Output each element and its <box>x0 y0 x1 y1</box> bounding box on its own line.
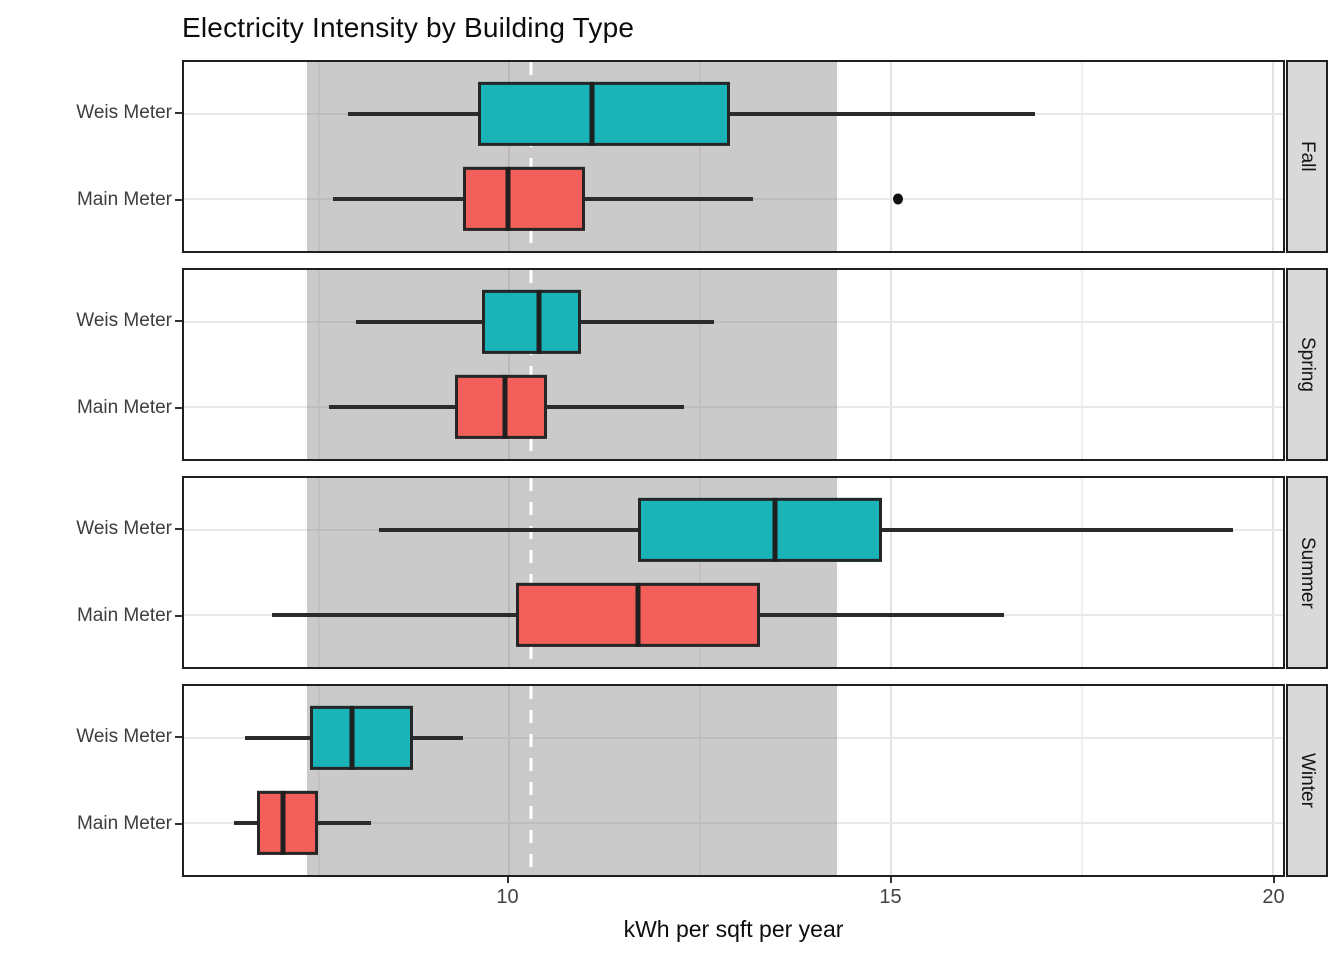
boxplot-box <box>481 289 581 355</box>
y-category-label: Main Meter <box>76 812 172 834</box>
row-gridline <box>184 736 1283 739</box>
reference-dashed-line <box>529 478 533 667</box>
major-gridline <box>508 686 511 875</box>
minor-gridline <box>699 686 702 875</box>
minor-gridline <box>317 478 320 667</box>
facet-panel-fall <box>182 60 1285 253</box>
major-gridline <box>889 270 892 459</box>
facet-strip-fall: Fall <box>1286 60 1328 253</box>
minor-gridline <box>699 62 702 251</box>
boxplot-median <box>635 582 641 648</box>
y-tick-mark <box>175 822 182 825</box>
reference-dashed-line <box>529 62 533 251</box>
minor-gridline <box>1080 478 1083 667</box>
boxplot-median <box>502 374 508 440</box>
x-axis: 10 15 20 <box>182 877 1285 927</box>
major-gridline <box>1271 478 1274 667</box>
boxplot-median <box>349 705 355 771</box>
y-category-label: Weis Meter <box>76 310 172 332</box>
facet-strip-label: Summer <box>1297 536 1318 609</box>
major-gridline <box>889 62 892 251</box>
chart-title: Electricity Intensity by Building Type <box>182 12 635 43</box>
x-tick-label: 15 <box>879 886 902 908</box>
facet-strip-summer: Summer <box>1286 476 1328 669</box>
y-category-label: Weis Meter <box>76 518 172 540</box>
y-tick-mark <box>175 198 182 201</box>
facet-panel-spring <box>182 268 1285 461</box>
facet-panel-summer <box>182 476 1285 669</box>
major-gridline <box>508 478 511 667</box>
minor-gridline <box>699 478 702 667</box>
minor-gridline <box>1080 270 1083 459</box>
x-tick-label: 10 <box>496 886 519 908</box>
boxplot-median <box>772 497 778 563</box>
x-tick-mark <box>889 877 892 883</box>
x-tick-mark <box>506 877 509 883</box>
y-tick-mark <box>175 528 182 531</box>
outlier-point <box>892 193 903 205</box>
x-axis-title: kWh per sqft per year <box>623 916 844 942</box>
y-tick-mark <box>175 406 182 409</box>
minor-gridline <box>1080 686 1083 875</box>
major-gridline <box>889 478 892 667</box>
y-category-label: Weis Meter <box>76 102 172 124</box>
y-tick-mark <box>175 736 182 739</box>
facet-strip-label: Fall <box>1297 141 1318 172</box>
x-tick-label: 20 <box>1262 886 1285 908</box>
minor-gridline <box>317 62 320 251</box>
y-tick-mark <box>175 112 182 115</box>
row-gridline <box>184 320 1283 323</box>
y-tick-mark <box>175 320 182 323</box>
minor-gridline <box>1080 62 1083 251</box>
y-category-label: Weis Meter <box>76 726 172 748</box>
x-tick-mark <box>1272 877 1275 883</box>
major-gridline <box>1271 686 1274 875</box>
facet-strip-label: Spring <box>1297 337 1318 392</box>
boxplot-box <box>477 81 730 147</box>
row-gridline <box>184 822 1283 825</box>
boxplot-box <box>462 166 585 232</box>
reference-dashed-line <box>529 686 533 875</box>
boxplot-median <box>589 81 595 147</box>
minor-gridline <box>317 686 320 875</box>
facet-strip-label: Winter <box>1297 753 1318 808</box>
boxplot-box <box>638 497 883 563</box>
y-category-label: Main Meter <box>76 604 172 626</box>
major-gridline <box>1271 62 1274 251</box>
boxplot-median <box>280 790 286 856</box>
facet-panel-winter <box>182 684 1285 877</box>
minor-gridline <box>317 270 320 459</box>
y-category-label: Main Meter <box>76 396 172 418</box>
major-gridline <box>1271 270 1274 459</box>
boxplot-median <box>536 289 542 355</box>
facet-strip-spring: Spring <box>1286 268 1328 461</box>
facet-strip-winter: Winter <box>1286 684 1328 877</box>
boxplot-median <box>505 166 511 232</box>
y-tick-mark <box>175 614 182 617</box>
major-gridline <box>889 686 892 875</box>
reference-dashed-line <box>529 270 533 459</box>
major-gridline <box>508 270 511 459</box>
boxplot-box <box>256 790 318 856</box>
boxplot-box <box>454 374 547 440</box>
y-category-label: Main Meter <box>76 188 172 210</box>
boxplot-box <box>309 705 413 771</box>
minor-gridline <box>699 270 702 459</box>
major-gridline <box>508 62 511 251</box>
row-gridline <box>184 406 1283 409</box>
